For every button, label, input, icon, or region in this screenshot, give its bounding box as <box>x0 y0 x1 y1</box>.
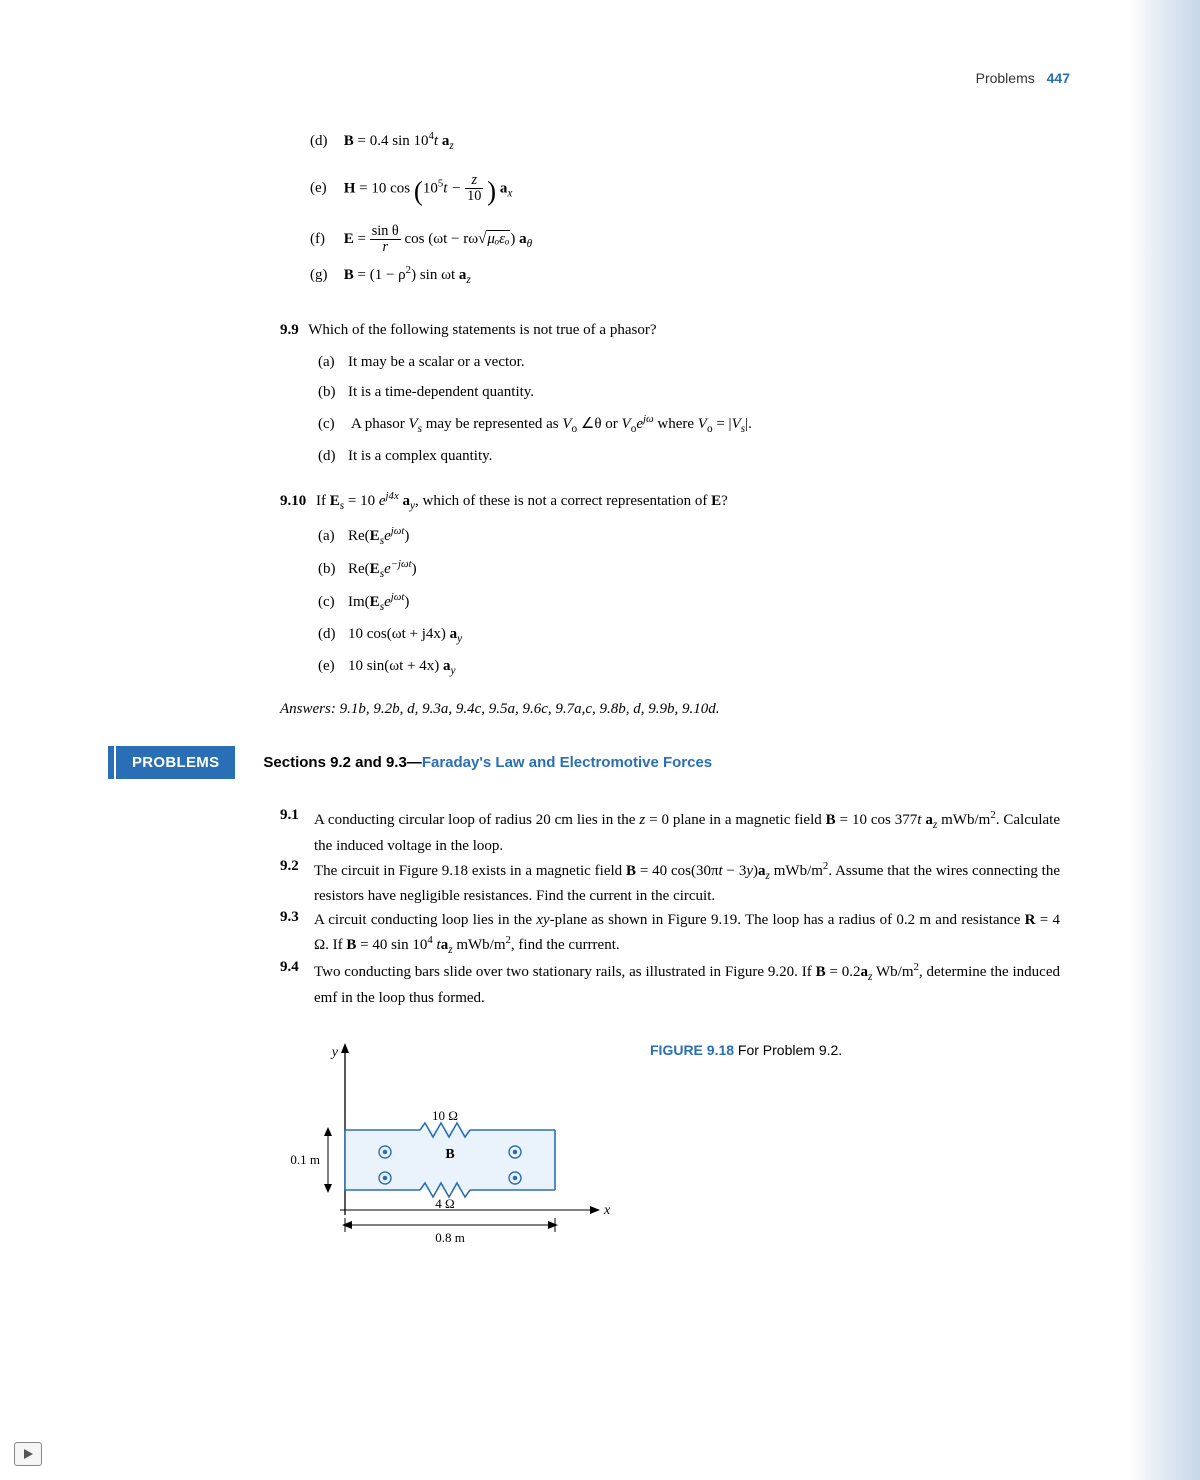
q910-d: (d)10 cos(ωt + j4x) ay <box>318 619 1060 651</box>
video-play-button[interactable] <box>14 1442 42 1466</box>
q99-c: (c) A phasor Vs may be represented as Vo… <box>318 408 1060 441</box>
figure-svg-container: y x 10 Ω 4 Ω <box>280 1040 610 1255</box>
width-label: 0.8 m <box>435 1230 465 1245</box>
q910-a: (a)Re(Esejωt) <box>318 520 1060 553</box>
equation-list-dg: (d) B = 0.4 sin 104t az (e) H = 10 cos (… <box>310 124 1060 294</box>
height-label: 0.1 m <box>290 1152 320 1167</box>
axis-y-label: y <box>330 1045 339 1060</box>
eq-e: (e) H = 10 cos (105t − z10 ) ax <box>310 160 1060 222</box>
question-9-9: 9.9 Which of the following statements is… <box>280 322 1060 472</box>
page-container: Problems 447 (d) B = 0.4 sin 104t az (e)… <box>0 0 1200 1285</box>
resistor-top-label: 10 Ω <box>432 1108 458 1123</box>
eq-d: (d) B = 0.4 sin 104t az <box>310 124 1060 160</box>
q910-c: (c)Im(Esejωt) <box>318 586 1060 619</box>
q910-e: (e)10 sin(ωt + 4x) ay <box>318 651 1060 683</box>
problem-9-2: 9.2 The circuit in Figure 9.18 exists in… <box>280 858 1060 909</box>
answers-line: Answers: 9.1b, 9.2b, d, 9.3a, 9.4c, 9.5a… <box>280 701 1060 718</box>
problem-9-1: 9.1 A conducting circular loop of radius… <box>280 807 1060 858</box>
running-header: Problems 447 <box>110 70 1080 86</box>
question-9-10: 9.10 If Es = 10 ej4x ay, which of these … <box>280 490 1060 683</box>
q910-b: (b)Re(Ese−jωt) <box>318 553 1060 586</box>
problem-9-3: 9.3 A circuit conducting loop lies in th… <box>280 909 1060 960</box>
q99-d: (d)It is a complex quantity. <box>318 441 1060 472</box>
axis-x-label: x <box>603 1203 610 1218</box>
problem-9-4: 9.4 Two conducting bars slide over two s… <box>280 959 1060 1010</box>
eq-g: (g) B = (1 − ρ2) sin ωt az <box>310 258 1060 294</box>
q99-b: (b)It is a time-dependent quantity. <box>318 377 1060 408</box>
section-stripe <box>108 746 114 779</box>
play-icon <box>22 1448 34 1460</box>
main-content: (d) B = 0.4 sin 104t az (e) H = 10 cos (… <box>110 124 1080 1255</box>
figure-9-18: y x 10 Ω 4 Ω <box>280 1040 1060 1255</box>
q99-a: (a)It may be a scalar or a vector. <box>318 347 1060 378</box>
problems-tag: PROBLEMS <box>116 746 235 779</box>
circuit-diagram: y x 10 Ω 4 Ω <box>280 1040 610 1250</box>
header-label: Problems <box>976 70 1035 86</box>
resistor-bottom-label: 4 Ω <box>435 1196 454 1211</box>
section-title: Sections 9.2 and 9.3—Faraday's Law and E… <box>235 746 712 779</box>
page-number: 447 <box>1047 70 1070 86</box>
figure-caption: FIGURE 9.18 For Problem 9.2. <box>610 1040 1060 1255</box>
problems-section-header: PROBLEMS Sections 9.2 and 9.3—Faraday's … <box>108 746 1060 779</box>
eq-f: (f) E = sin θr cos (ωt − rω√μₒεₒ) aθ <box>310 222 1060 258</box>
field-label: B <box>445 1147 454 1162</box>
